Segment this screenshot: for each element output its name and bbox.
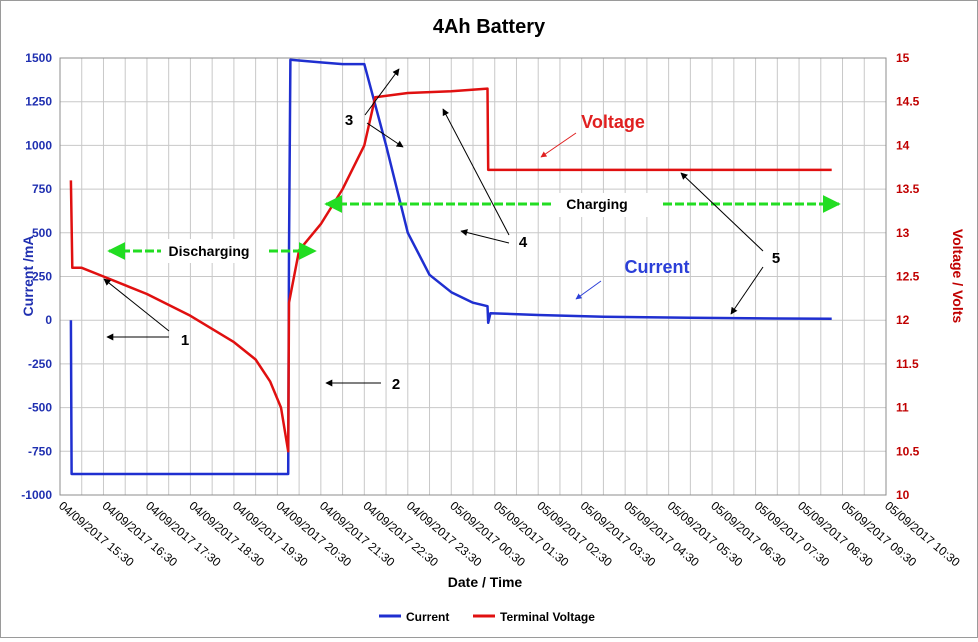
annotation-1: 1 bbox=[103, 278, 189, 349]
x-tick-label: 04/09/2017 23:30 bbox=[404, 499, 485, 570]
x-tick-label: 05/09/2017 06:30 bbox=[708, 499, 789, 570]
y-left-tick-label: -750 bbox=[28, 444, 52, 458]
y-right-tick-label: 11.5 bbox=[896, 357, 919, 371]
annotation-charging: Charging bbox=[324, 193, 841, 217]
y-left-tick-label: 500 bbox=[32, 226, 52, 240]
discharging-label: Discharging bbox=[169, 243, 250, 259]
discharging-label-bg bbox=[161, 239, 253, 263]
x-tick-label: 04/09/2017 21:30 bbox=[317, 499, 398, 570]
y-left-tick-label: 1000 bbox=[25, 138, 52, 152]
y-right-tick-label: 12.5 bbox=[896, 270, 920, 284]
annotation-3: 3 bbox=[345, 68, 404, 148]
current-callout-arrow bbox=[575, 280, 602, 300]
annotation-3-arrow-a bbox=[364, 68, 400, 116]
grid bbox=[59, 57, 887, 496]
annotation-4-label: 4 bbox=[519, 234, 528, 251]
voltage-callout-arrow bbox=[540, 132, 577, 158]
x-axis-label: Date / Time bbox=[448, 574, 523, 590]
plot-area-border bbox=[59, 57, 887, 496]
x-tick-label: 05/09/2017 10:30 bbox=[882, 499, 963, 570]
x-tick-label: 05/09/2017 01:30 bbox=[491, 499, 572, 570]
legend-label-voltage: Terminal Voltage bbox=[500, 610, 595, 624]
charging-label: Charging bbox=[566, 196, 627, 212]
annotation-2-label: 2 bbox=[392, 376, 400, 393]
annotation-4-arrow-b bbox=[460, 229, 510, 244]
x-tick-label: 04/09/2017 17:30 bbox=[143, 499, 224, 570]
y-right-tick-label: 11 bbox=[896, 401, 909, 415]
y-left-tick-label: -250 bbox=[28, 357, 52, 371]
series-voltage-line bbox=[69, 87, 832, 453]
annotation-current: Current bbox=[575, 257, 690, 300]
legend: Current Terminal Voltage bbox=[379, 610, 595, 624]
x-tick-label: 04/09/2017 16:30 bbox=[100, 499, 181, 570]
y-right-tick-label: 13 bbox=[896, 226, 910, 240]
annotation-5-label: 5 bbox=[772, 250, 780, 267]
y-axis-right-label: Voltage / Volts bbox=[950, 229, 966, 324]
y-right-tick-label: 12 bbox=[896, 313, 910, 327]
annotation-3-label: 3 bbox=[345, 112, 353, 129]
annotation-5: 5 bbox=[680, 172, 780, 315]
annotation-2: 2 bbox=[325, 376, 400, 393]
legend-label-current: Current bbox=[406, 610, 449, 624]
y-axis-right-ticks: 15 14.5 14 13.5 13 12.5 12 11.5 11 10.5 10 bbox=[896, 51, 920, 502]
x-tick-label: 05/09/2017 02:30 bbox=[534, 499, 615, 570]
annotation-4: 4 bbox=[442, 108, 528, 251]
x-tick-label: 04/09/2017 19:30 bbox=[230, 499, 311, 570]
x-tick-label: 05/09/2017 03:30 bbox=[578, 499, 659, 570]
current-callout: Current bbox=[624, 257, 689, 277]
y-left-tick-label: 250 bbox=[32, 270, 52, 284]
y-left-tick-label: -1000 bbox=[21, 488, 52, 502]
y-right-tick-label: 14 bbox=[896, 138, 910, 152]
y-left-tick-label: 750 bbox=[32, 182, 52, 196]
y-left-tick-label: -500 bbox=[28, 401, 52, 415]
y-right-tick-label: 13.5 bbox=[896, 182, 920, 196]
y-left-tick-label: 1250 bbox=[25, 95, 52, 109]
x-tick-label: 05/09/2017 04:30 bbox=[621, 499, 702, 570]
x-tick-label: 05/09/2017 00:30 bbox=[447, 499, 528, 570]
x-tick-label: 04/09/2017 18:30 bbox=[186, 499, 267, 570]
y-left-tick-label: 0 bbox=[45, 313, 52, 327]
y-axis-left-label: Current /mA bbox=[20, 236, 36, 317]
y-right-tick-label: 10.5 bbox=[896, 444, 920, 458]
chart-title: 4Ah Battery bbox=[433, 16, 546, 38]
y-right-tick-label: 14.5 bbox=[896, 95, 920, 109]
series-group bbox=[69, 58, 832, 476]
x-tick-label: 04/09/2017 15:30 bbox=[56, 499, 137, 570]
x-tick-label: 04/09/2017 22:30 bbox=[360, 499, 441, 570]
annotation-voltage: Voltage bbox=[540, 112, 645, 158]
annotation-1-label: 1 bbox=[181, 332, 189, 349]
annotation-4-arrow-a bbox=[442, 108, 510, 236]
y-right-tick-label: 15 bbox=[896, 51, 910, 65]
x-tick-label: 05/09/2017 05:30 bbox=[665, 499, 746, 570]
voltage-callout: Voltage bbox=[581, 112, 645, 132]
y-right-tick-label: 10 bbox=[896, 488, 910, 502]
x-tick-label: 05/09/2017 07:30 bbox=[752, 499, 833, 570]
annotation-discharging: Discharging bbox=[107, 239, 317, 263]
annotation-1-arrow-b bbox=[103, 278, 170, 332]
y-axis-left-ticks: 1500 1250 1000 750 500 250 0 -250 -500 -750 -1000 bbox=[21, 51, 52, 502]
x-tick-label: 05/09/2017 09:30 bbox=[839, 499, 920, 570]
y-left-tick-label: 1500 bbox=[25, 51, 52, 65]
x-tick-label: 04/09/2017 20:30 bbox=[273, 499, 354, 570]
charging-label-bg bbox=[553, 193, 661, 217]
x-tick-label: 05/09/2017 08:30 bbox=[795, 499, 876, 570]
annotation-3-arrow-b bbox=[366, 122, 404, 148]
annotation-5-arrow-b bbox=[730, 266, 764, 315]
annotation-5-arrow-a bbox=[680, 172, 764, 252]
